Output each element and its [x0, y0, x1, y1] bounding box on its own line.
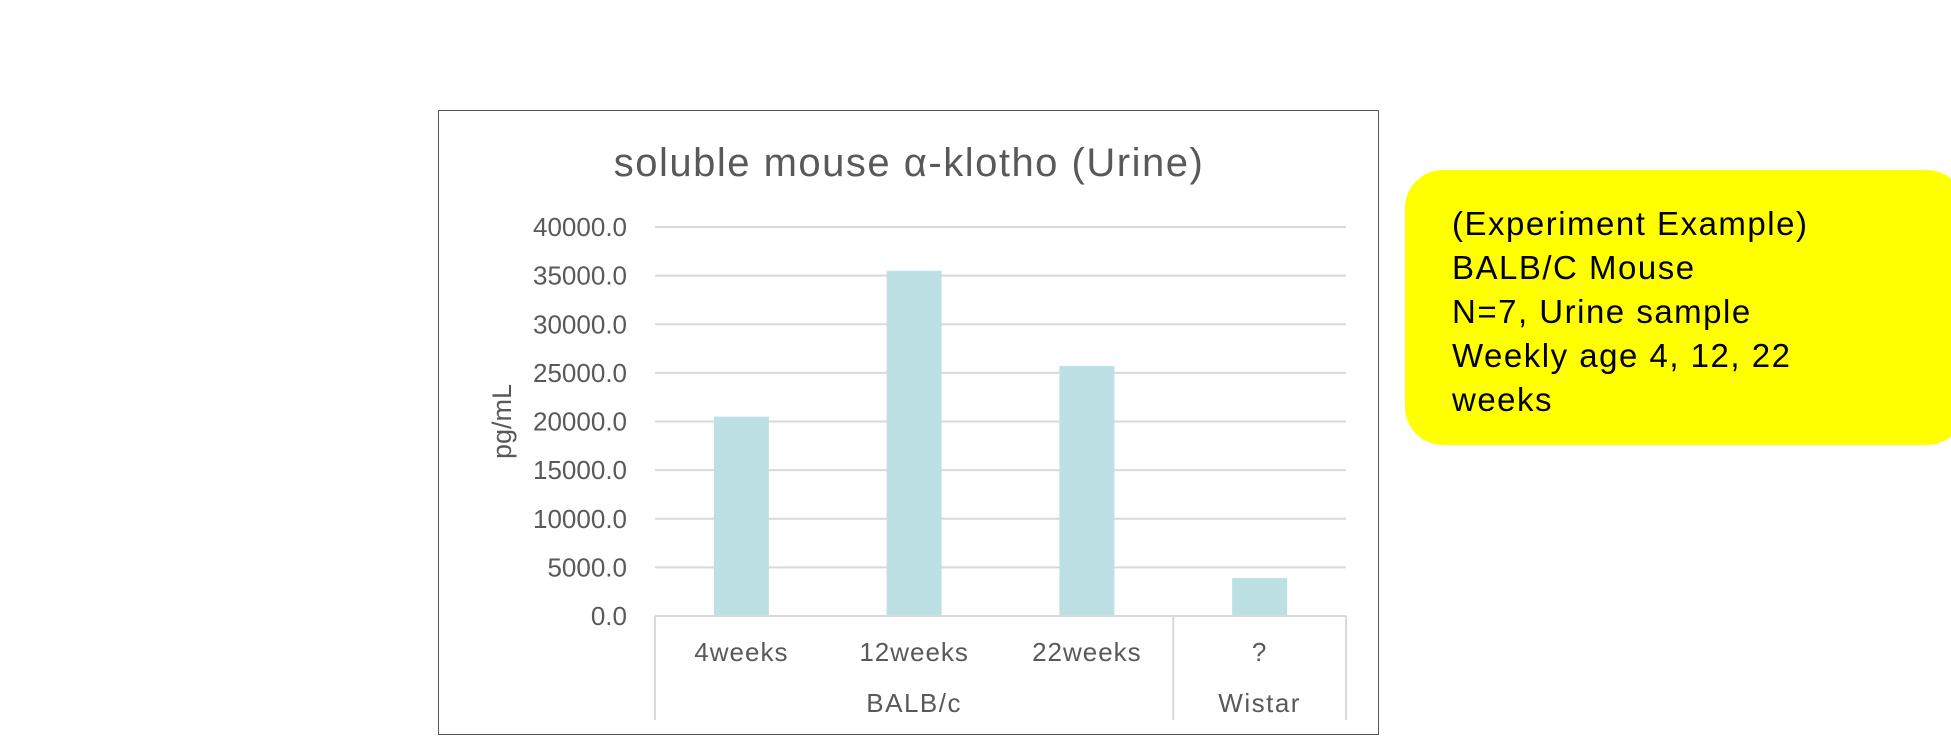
y-axis-label: pg/mL	[487, 384, 517, 459]
note-line-5: weeks	[1452, 381, 1554, 418]
bar-chart: soluble mouse α-klotho (Urine) 0.0 5000.0 1…	[487, 141, 1347, 720]
x-category-label: 22weeks	[1032, 637, 1142, 667]
chart-title: soluble mouse α-klotho (Urine)	[614, 141, 1205, 185]
bar	[713, 416, 769, 616]
bar	[886, 270, 942, 616]
y-tick-label: 25000.0	[533, 358, 627, 388]
note-line-4: Weekly age 4, 12, 22	[1452, 337, 1792, 374]
note-line-2: BALB/C Mouse	[1452, 249, 1696, 286]
y-tick-label: 15000.0	[533, 455, 627, 485]
chart-frame: soluble mouse α-klotho (Urine) 0.0 5000.0 1…	[438, 110, 1379, 735]
x-group-label: Wistar	[1218, 688, 1301, 718]
experiment-note: (Experiment Example) BALB/C Mouse N=7, U…	[1405, 170, 1951, 445]
note-line-3: N=7, Urine sample	[1452, 293, 1752, 330]
y-tick-label: 0.0	[591, 601, 627, 631]
y-tick-label: 20000.0	[533, 407, 627, 437]
x-category-label: ?	[1252, 637, 1267, 667]
bar	[1059, 366, 1115, 616]
x-group-label: BALB/c	[866, 688, 962, 718]
y-tick-label: 30000.0	[533, 309, 627, 339]
bar	[1232, 578, 1288, 616]
x-category-label: 4weeks	[694, 637, 788, 667]
y-tick-label: 10000.0	[533, 504, 627, 534]
x-category-label: 12weeks	[859, 637, 969, 667]
note-line-1: (Experiment Example)	[1452, 205, 1809, 242]
y-tick-label: 35000.0	[533, 261, 627, 291]
y-tick-label: 40000.0	[533, 212, 627, 242]
y-tick-label: 5000.0	[547, 552, 627, 582]
